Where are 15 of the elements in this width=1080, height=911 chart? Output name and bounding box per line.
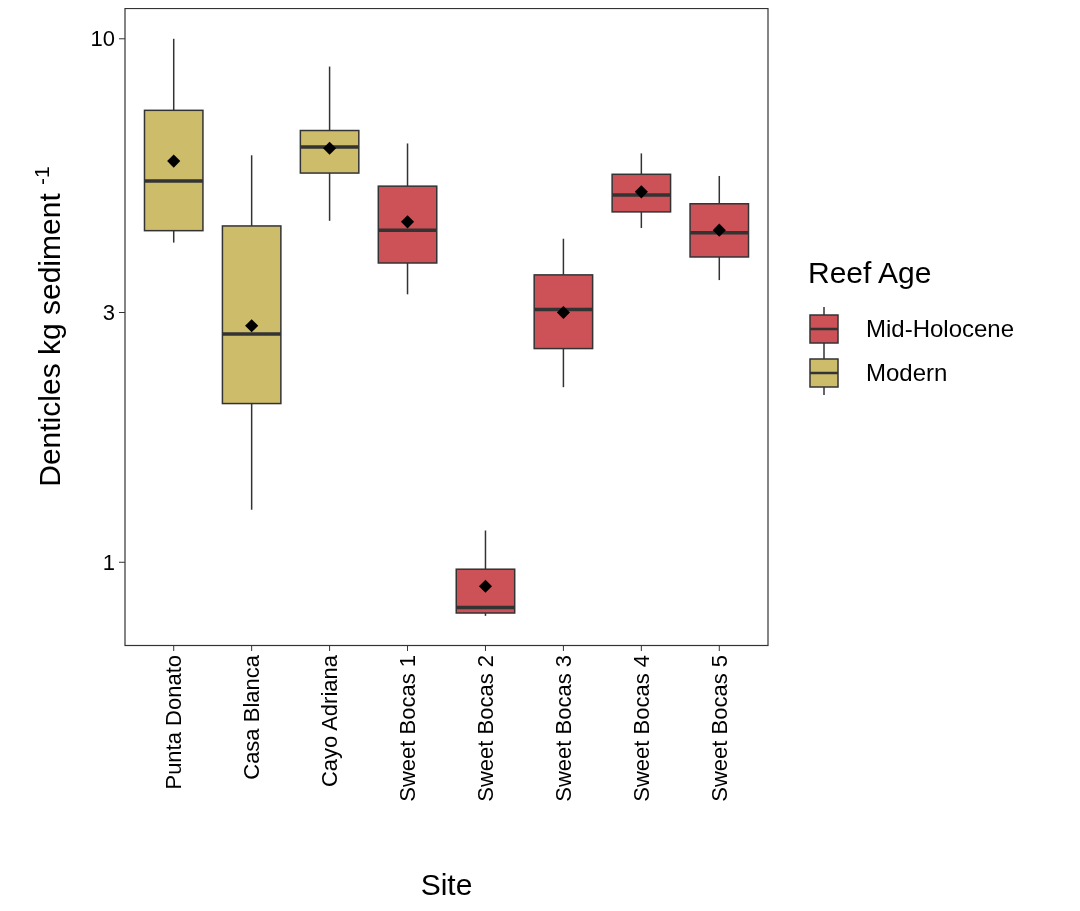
legend-label: Mid-Holocene: [866, 315, 1015, 343]
x-tick-label: Sweet Bocas 3: [551, 655, 577, 802]
x-tick-label: Sweet Bocas 4: [629, 655, 655, 802]
y-tick-label: 10: [90, 26, 115, 52]
x-tick-label: Sweet Bocas 5: [706, 655, 732, 802]
legend-label: Modern: [866, 359, 948, 387]
y-tick-label: 1: [102, 549, 115, 575]
x-tick-label: Casa Blanca: [239, 654, 265, 780]
legend-title: Reef Age: [808, 256, 932, 289]
x-tick-label: Cayo Adriana: [317, 654, 343, 788]
x-axis-title: Site: [420, 868, 473, 901]
x-tick-label: Punta Donato: [161, 655, 187, 790]
y-tick-label: 3: [102, 300, 115, 326]
x-tick-label: Sweet Bocas 2: [473, 655, 499, 802]
x-tick-label: Sweet Bocas 1: [395, 655, 421, 802]
